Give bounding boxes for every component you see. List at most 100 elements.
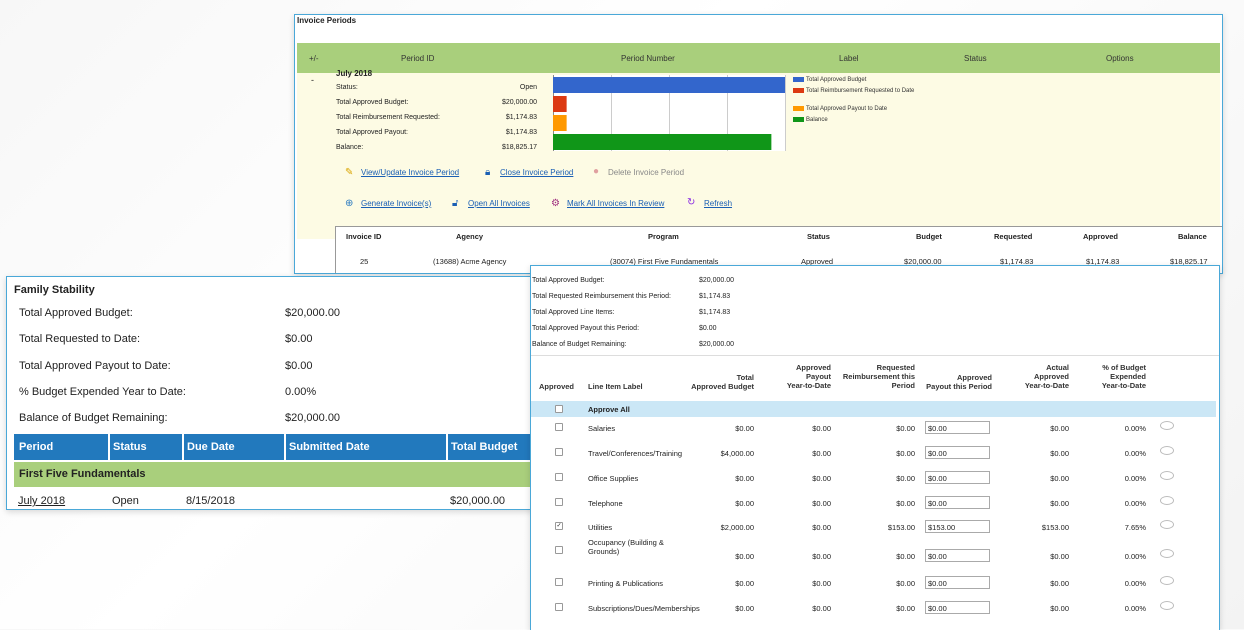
header-line: Year-to-Date: [786, 381, 831, 390]
approve-checkbox[interactable]: [555, 603, 563, 611]
col-total-budget[interactable]: Total Budget: [451, 441, 518, 453]
approved-payout-input[interactable]: $0.00: [925, 471, 990, 484]
close-period-link[interactable]: Close Invoice Period: [500, 168, 574, 177]
summary-label: Total Approved Line Items:: [532, 309, 615, 316]
legend-item: Total Approved Budget: [793, 77, 866, 83]
cell-requested: $153.00: [887, 523, 915, 532]
cell-status: Approved: [801, 257, 834, 266]
col-submitted-date[interactable]: Submitted Date: [289, 441, 370, 453]
col-label[interactable]: Label: [839, 54, 859, 63]
open-all-invoices-link[interactable]: Open All Invoices: [468, 199, 530, 208]
col-line-item-label: Line Item Label: [588, 382, 643, 391]
header-line: Line Item Label: [588, 382, 643, 391]
cell-total-budget: $0.00: [735, 499, 754, 508]
stat-value: $1,174.83: [505, 114, 537, 121]
approved-payout-input[interactable]: $0.00: [925, 496, 990, 509]
col-budget: Budget: [916, 232, 942, 241]
col-program: Program: [648, 232, 679, 241]
approve-all-checkbox[interactable]: [555, 405, 563, 413]
col-status[interactable]: Status: [964, 54, 987, 63]
col-period[interactable]: Period: [19, 441, 54, 453]
approved-payout-input[interactable]: $0.00: [925, 421, 990, 434]
cell-approved-payout-ytd: $0.00: [812, 474, 831, 483]
approve-checkbox[interactable]: [555, 448, 563, 456]
approve-all-label: Approve All: [588, 405, 630, 414]
cell-approved-payout-ytd: $0.00: [812, 552, 831, 561]
approved-payout-input[interactable]: $0.00: [925, 601, 990, 614]
col-status: Status: [807, 232, 830, 241]
header-line: Reimbursement this: [842, 372, 915, 381]
comment-icon[interactable]: [1160, 576, 1174, 585]
view-update-period-link[interactable]: View/Update Invoice Period: [361, 168, 460, 177]
comment-icon[interactable]: [1160, 471, 1174, 480]
approve-checkbox[interactable]: [555, 473, 563, 481]
approved-payout-input[interactable]: $0.00: [925, 446, 990, 459]
cell-pct-expended: 0.00%: [1124, 579, 1146, 588]
stat-label: Balance:: [336, 144, 364, 151]
comment-icon[interactable]: [1160, 496, 1174, 505]
cell-total-budget: $0.00: [735, 474, 754, 483]
comment-icon[interactable]: [1160, 601, 1174, 610]
approve-checkbox[interactable]: [555, 578, 563, 586]
summary-label: Total Approved Payout this Period:: [532, 325, 640, 332]
refresh-link[interactable]: Refresh: [704, 199, 733, 208]
approved-payout-input[interactable]: $0.00: [925, 576, 990, 589]
header-line: Approved: [539, 382, 575, 391]
col-period-number[interactable]: Period Number: [621, 54, 675, 63]
cell-balance: $18,825.17: [1170, 257, 1208, 266]
summary-label: Total Requested Reimbursement this Perio…: [532, 293, 671, 300]
cell-actual-approved-ytd: $0.00: [1050, 424, 1069, 433]
approve-checkbox[interactable]: [555, 498, 563, 506]
cell-requested: $0.00: [896, 474, 915, 483]
cell-total-budget: $0.00: [735, 424, 754, 433]
cell-pct-expended: 0.00%: [1124, 474, 1146, 483]
header-line: Period: [891, 381, 915, 390]
stat-reimbursement: Total Reimbursement Requested: $1,174.83: [336, 114, 537, 121]
pencil-icon: ✎: [345, 167, 354, 178]
stat-label: Total Approved Budget:: [336, 99, 409, 106]
cell-approved: $1,174.83: [1086, 257, 1120, 266]
cell-total-budget: $0.00: [735, 604, 754, 613]
mark-all-in-review-link[interactable]: Mark All Invoices In Review: [567, 199, 665, 208]
col-requested: Requested: [994, 232, 1033, 241]
approved-payout-input[interactable]: $0.00: [925, 549, 990, 562]
cell-pct-expended: 0.00%: [1124, 604, 1146, 613]
legend-label: Balance: [806, 117, 828, 123]
stat-label: Total Reimbursement Requested:: [336, 114, 440, 121]
approve-checkbox[interactable]: [555, 423, 563, 431]
summary-value: $1,174.83: [699, 309, 731, 316]
generate-invoices-link[interactable]: Generate Invoice(s): [361, 199, 432, 208]
line-item-label: Telephone: [588, 499, 623, 508]
cell-requested: $0.00: [896, 499, 915, 508]
approved-payout-input[interactable]: $153.00: [925, 520, 990, 533]
approve-checkbox[interactable]: [555, 546, 563, 554]
col-due-date[interactable]: Due Date: [187, 441, 235, 453]
col-period-id[interactable]: Period ID: [401, 54, 435, 63]
cell-requested: $0.00: [896, 552, 915, 561]
cell-approved-payout-ytd: $0.00: [812, 449, 831, 458]
review-icon: ⚙: [551, 198, 560, 209]
cell-actual-approved-ytd: $0.00: [1050, 604, 1069, 613]
stat-value: $20,000.00: [501, 99, 537, 106]
cell-actual-approved-ytd: $0.00: [1050, 474, 1069, 483]
column-divider: [284, 434, 286, 460]
comment-icon[interactable]: [1160, 421, 1174, 430]
stat-payout: Total Approved Payout: $1,174.83: [336, 129, 537, 136]
legend-swatch: [793, 77, 804, 82]
line-item-label-cont: Grounds): [588, 547, 620, 556]
line-item-label: Printing & Publications: [588, 579, 664, 588]
period-link[interactable]: July 2018: [18, 495, 66, 507]
summary-value: $0.00: [699, 325, 717, 332]
col-invoice-id: Invoice ID: [346, 232, 382, 241]
collapse-toggle[interactable]: -: [311, 75, 314, 85]
stat-value: Open: [519, 84, 537, 91]
approve-checkbox[interactable]: ✓: [555, 522, 563, 530]
comment-icon[interactable]: [1160, 446, 1174, 455]
periods-table-header: Period Status Due Date Submitted Date To…: [14, 434, 533, 460]
col-status[interactable]: Status: [113, 441, 147, 453]
col-balance: Balance: [1178, 232, 1207, 241]
comment-icon[interactable]: [1160, 549, 1174, 558]
delete-period-link: Delete Invoice Period: [608, 168, 685, 177]
column-divider: [108, 434, 110, 460]
comment-icon[interactable]: [1160, 520, 1174, 529]
